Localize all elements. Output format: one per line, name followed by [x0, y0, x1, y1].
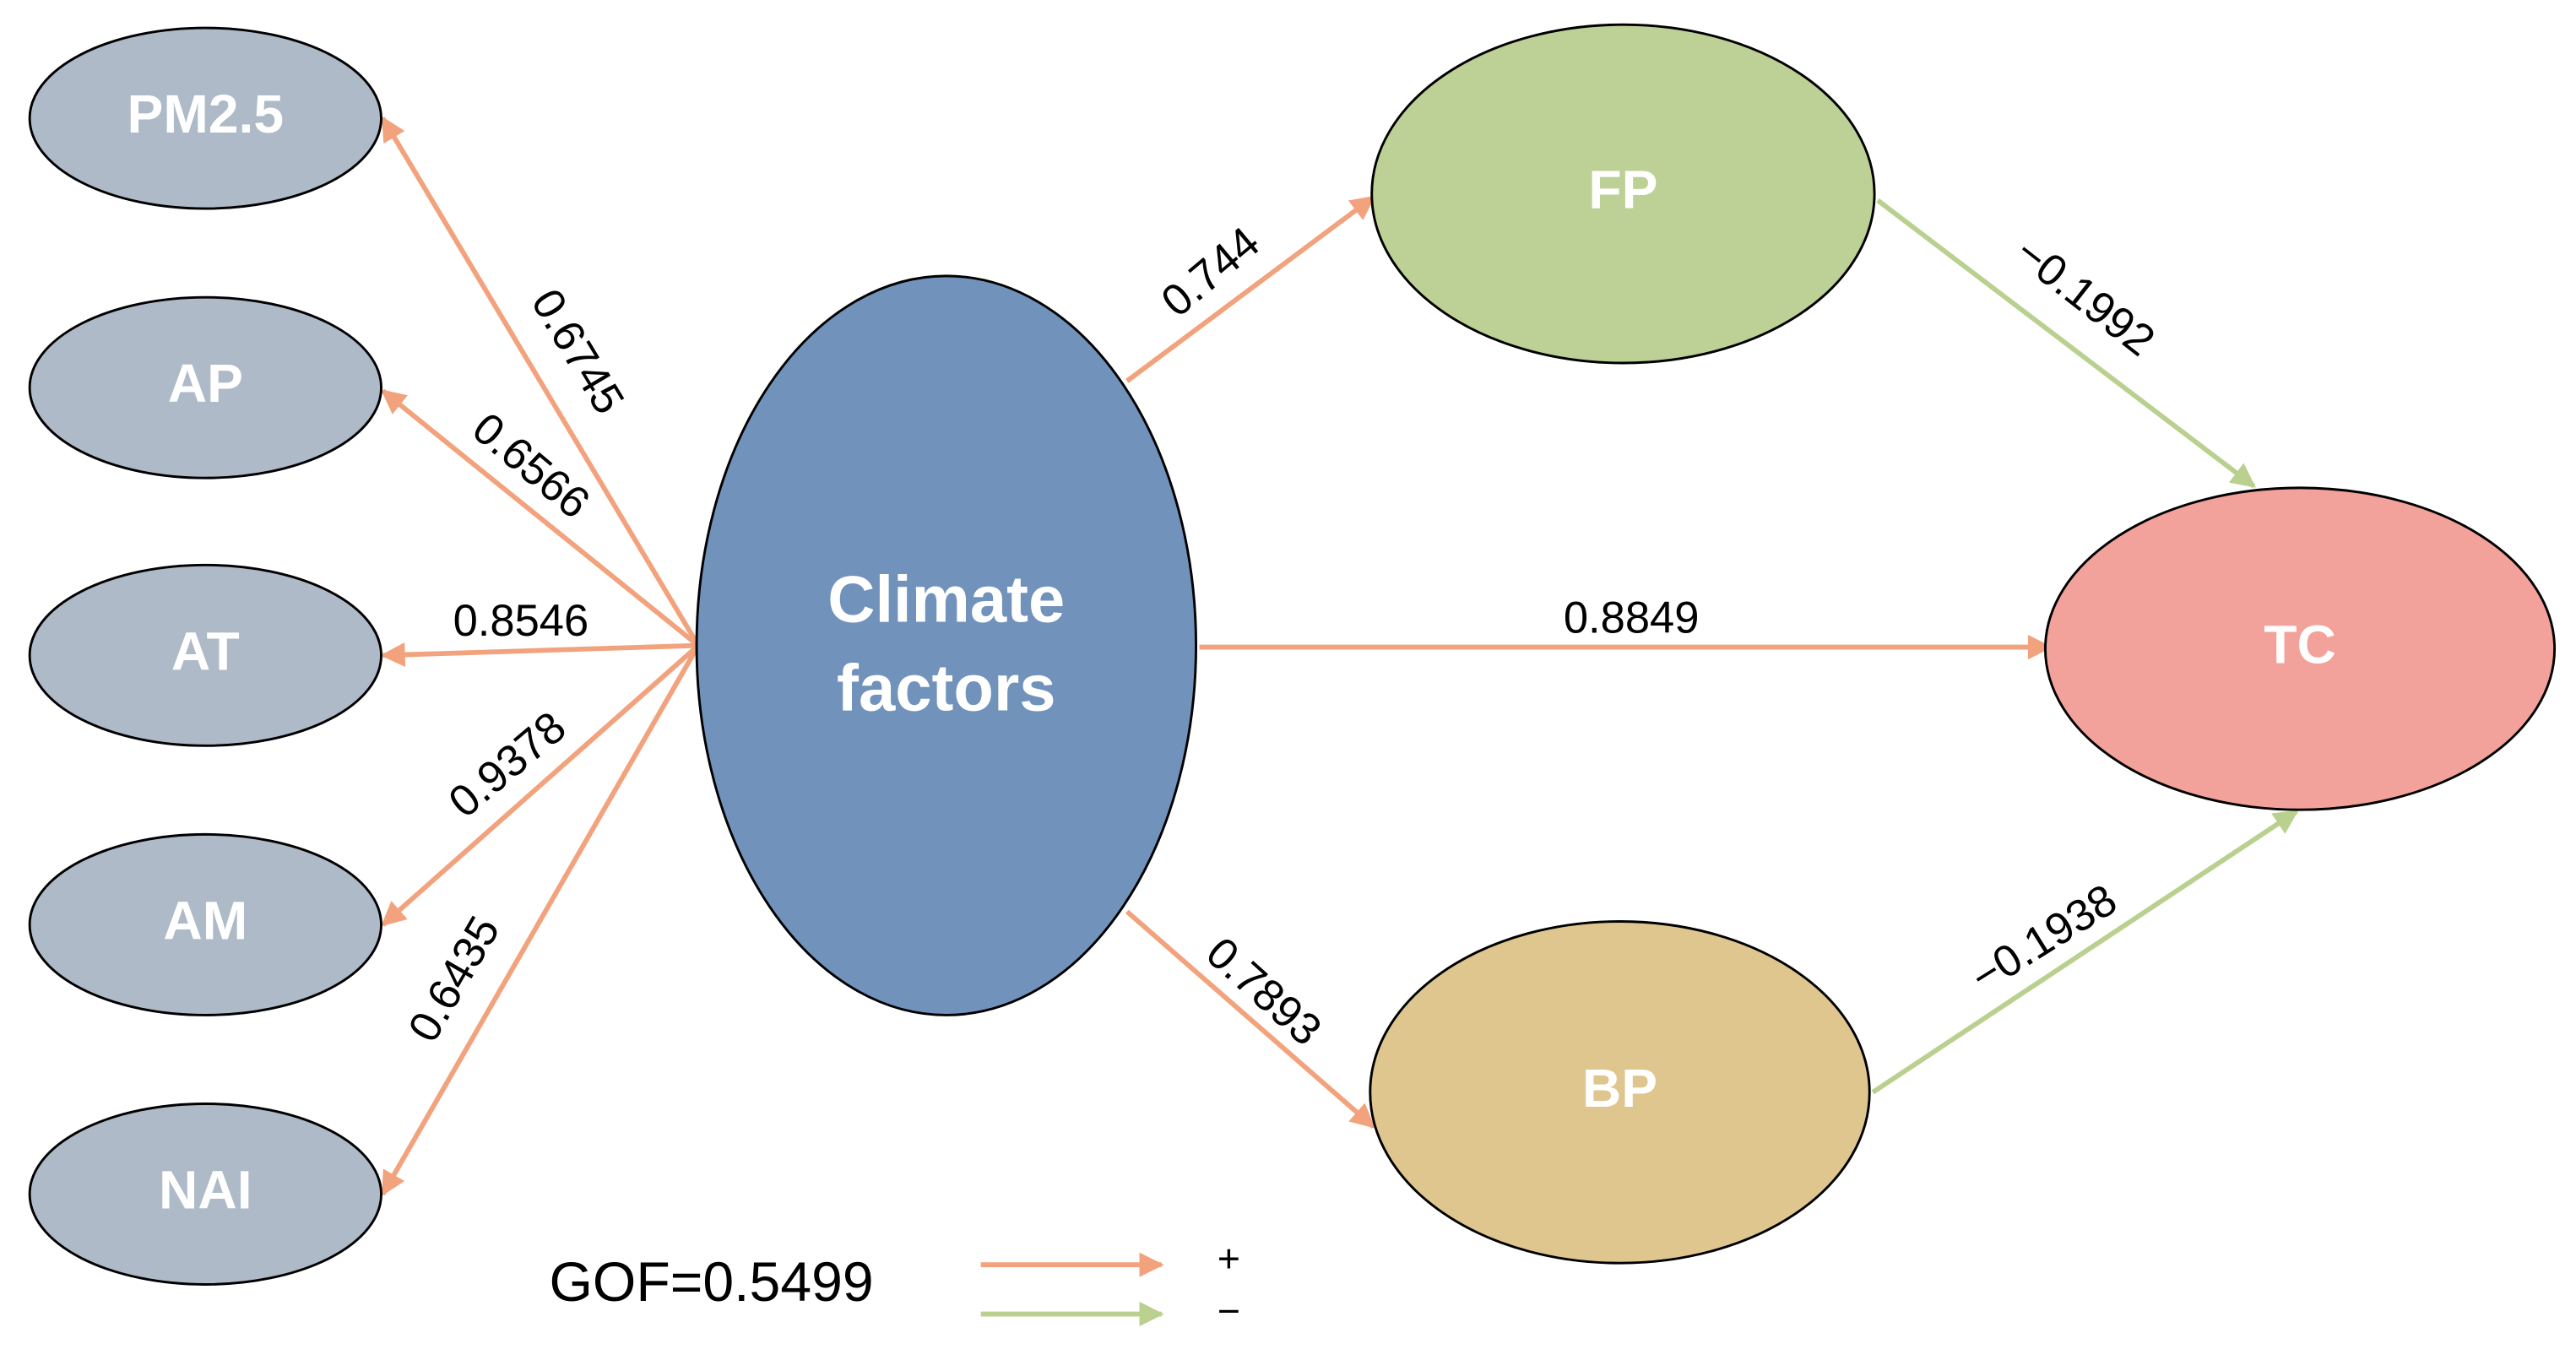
edge-label: −0.1992 — [2006, 227, 2164, 366]
node — [28, 563, 382, 747]
edge-label: 0.6745 — [522, 280, 634, 422]
edge — [380, 642, 699, 668]
node — [28, 26, 382, 210]
legend-label: − — [1217, 1289, 1240, 1333]
node-label: AP — [168, 353, 243, 414]
edge-label: 0.8546 — [453, 596, 589, 646]
node — [1370, 23, 1876, 365]
node-label: AT — [171, 620, 240, 681]
edge — [1125, 909, 1375, 1129]
node — [28, 295, 382, 480]
gof-label: GOF=0.5499 — [549, 1251, 873, 1314]
node — [1369, 920, 1871, 1265]
edge — [1125, 195, 1376, 383]
edge — [380, 116, 701, 647]
node-label: Climate — [827, 564, 1065, 637]
edge-label: 0.8849 — [1564, 593, 1700, 642]
node-label: FP — [1588, 160, 1657, 220]
node-label: BP — [1582, 1058, 1657, 1119]
node — [28, 1103, 382, 1286]
node — [28, 832, 382, 1016]
node-label: factors — [837, 653, 1055, 725]
node — [695, 274, 1198, 1016]
edge-label: 0.9378 — [439, 702, 575, 827]
node-label: PM2.5 — [127, 84, 285, 144]
node-label: AM — [163, 890, 247, 951]
edge-label: 0.6435 — [399, 908, 509, 1050]
legend-label: + — [1217, 1237, 1240, 1281]
edge — [381, 388, 700, 647]
edge — [1871, 809, 2299, 1095]
node-label: NAI — [159, 1159, 252, 1220]
edge — [1876, 198, 2256, 489]
edge — [380, 644, 701, 1197]
node — [2043, 486, 2557, 811]
edge — [381, 643, 700, 927]
node-label: TC — [2264, 614, 2336, 675]
edge-label: 0.744 — [1152, 217, 1269, 327]
